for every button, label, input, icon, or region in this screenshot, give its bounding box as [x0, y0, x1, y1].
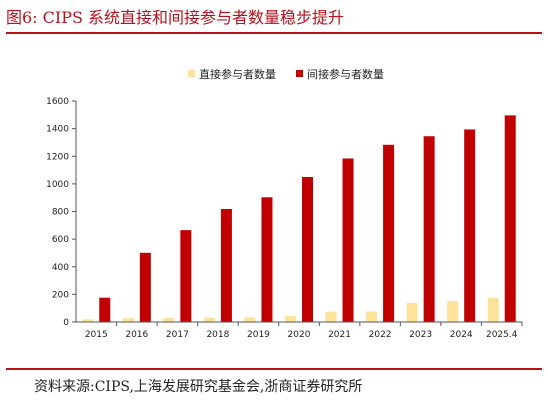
bar-indirect-2018 — [220, 209, 232, 322]
figure-title: 图6: CIPS 系统直接和间接参与者数量稳步提升 — [6, 8, 345, 27]
bar-direct-2023 — [406, 302, 418, 322]
bar-direct-2022 — [366, 311, 378, 322]
bar-direct-2020 — [285, 316, 296, 322]
bar-direct-2018 — [203, 317, 215, 322]
bar-direct-2024 — [447, 301, 459, 322]
bar-indirect-2016 — [139, 252, 151, 322]
bar-chart: 直接参与者数量 间接参与者数量 0 200 400 600 800 1000 1200 1400… — [46, 67, 523, 340]
legend-label-1: 间接参与者数量 — [307, 67, 384, 81]
bar-direct-2015 — [82, 319, 94, 322]
x-tick-label: 2025.4 — [486, 330, 518, 340]
x-tick-label: 2023 — [409, 330, 432, 340]
top-rule — [6, 32, 542, 34]
y-tick-label: 600 — [52, 235, 69, 245]
x-tick-label: 2021 — [328, 330, 351, 340]
x-tick-label: 2015 — [85, 330, 108, 340]
x-tick-label: 2017 — [166, 330, 189, 340]
bar-indirect-2020 — [302, 176, 313, 322]
x-tick-label: 2019 — [247, 330, 270, 340]
y-tick-label: 1200 — [46, 152, 69, 162]
bar-indirect-2022 — [383, 144, 395, 322]
bar-indirect-2015 — [99, 297, 111, 322]
y-tick-label: 400 — [52, 263, 69, 273]
y-tick-label: 1600 — [46, 97, 69, 107]
y-tick-label: 1000 — [46, 180, 69, 190]
source-note: 资料来源:CIPS,上海发展研究基金会,浙商证券研究所 — [34, 379, 363, 395]
x-axis: 2015 2016 2017 2018 2019 2020 2021 2022 2023 2024… — [76, 321, 523, 340]
bar-direct-2021 — [325, 311, 337, 322]
bar-indirect-2025.4 — [504, 115, 516, 323]
y-tick-label: 200 — [52, 290, 69, 300]
x-tick-label: 2024 — [450, 330, 473, 340]
y-axis: 0 200 400 600 800 1000 1200 1400 1600 — [46, 97, 77, 328]
legend-swatch-0 — [188, 70, 195, 77]
legend-swatch-1 — [296, 70, 303, 77]
y-tick-label: 1400 — [46, 125, 69, 135]
bar-direct-2025.4 — [487, 297, 499, 322]
legend-label-0: 直接参与者数量 — [199, 67, 276, 81]
bars-group — [82, 115, 516, 323]
bar-indirect-2024 — [464, 129, 476, 322]
y-tick-label: 800 — [52, 208, 69, 218]
bar-indirect-2023 — [423, 136, 435, 322]
bar-indirect-2021 — [342, 158, 354, 322]
x-tick-label: 2020 — [288, 330, 311, 340]
y-tick-label: 0 — [63, 318, 69, 328]
x-tick-label: 2016 — [125, 330, 148, 340]
bar-direct-2016 — [122, 318, 134, 322]
x-tick-label: 2022 — [369, 330, 392, 340]
bar-indirect-2017 — [180, 230, 192, 322]
bar-indirect-2019 — [261, 197, 273, 322]
chart-legend: 直接参与者数量 间接参与者数量 — [188, 67, 384, 81]
x-tick-label: 2018 — [206, 330, 229, 340]
bar-direct-2017 — [163, 317, 175, 322]
bar-direct-2019 — [244, 317, 256, 322]
bottom-rule — [6, 368, 542, 370]
